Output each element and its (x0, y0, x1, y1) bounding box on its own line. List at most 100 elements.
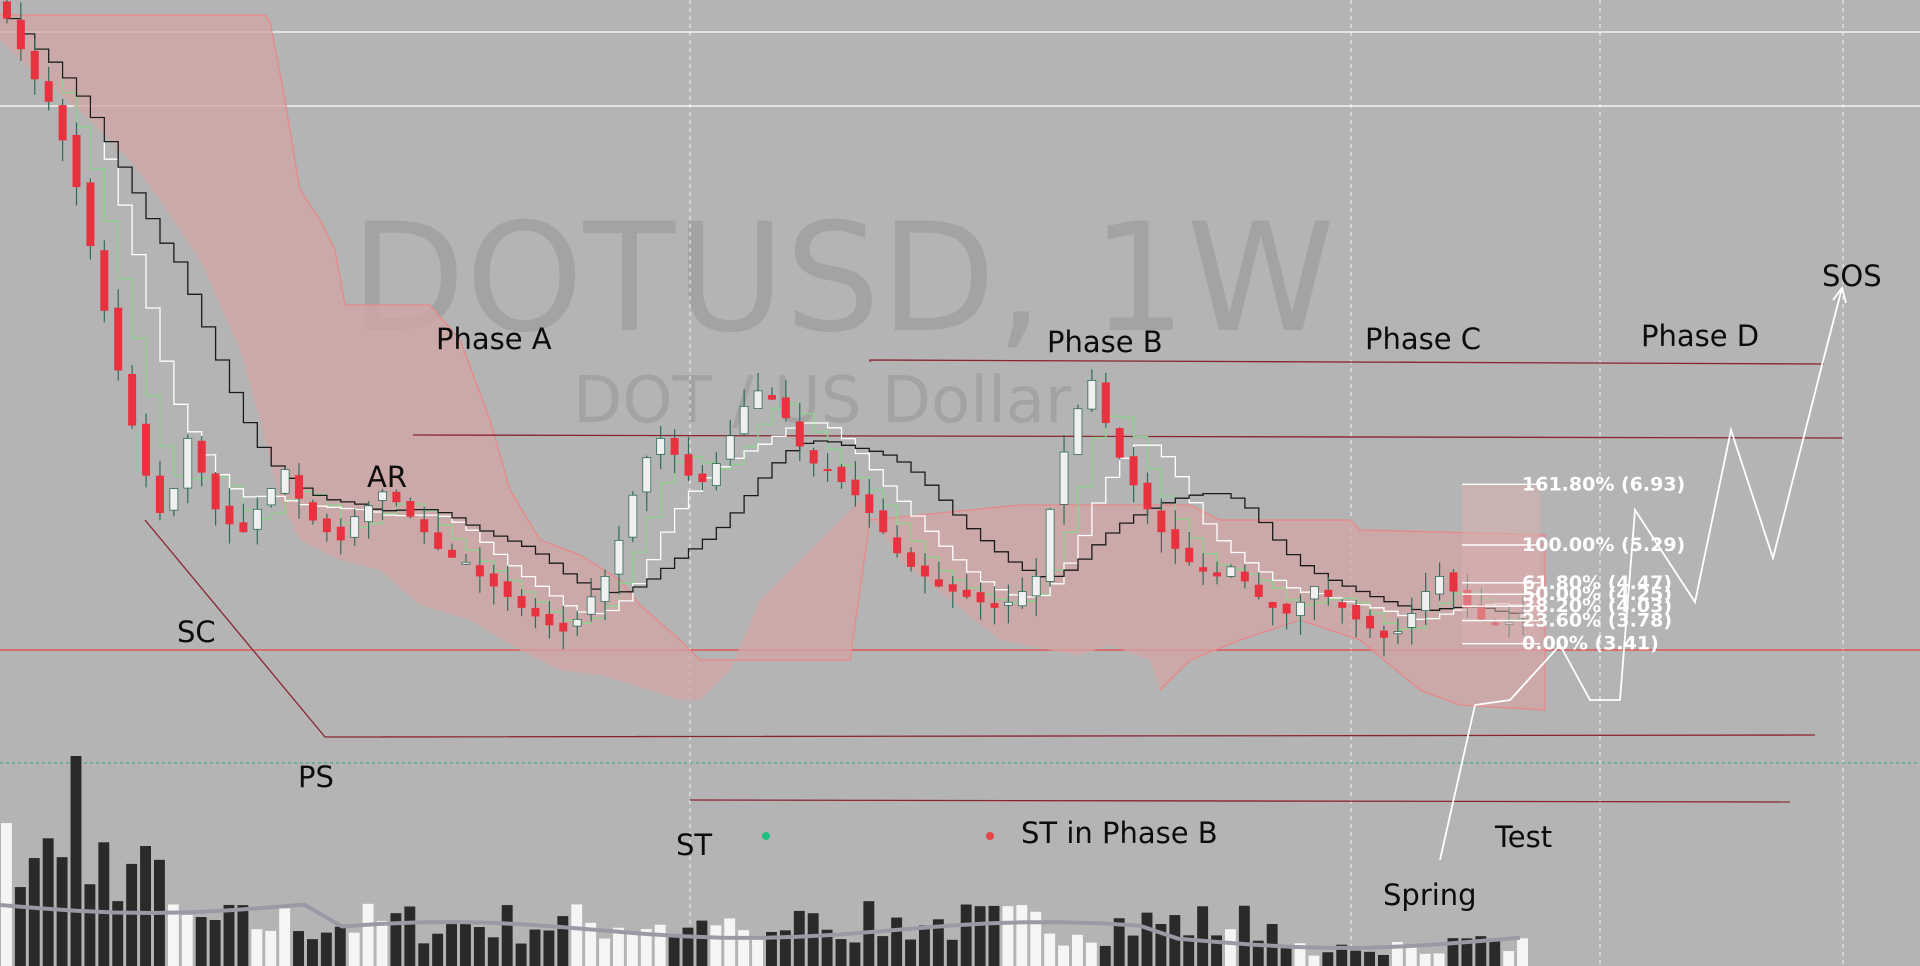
label-st: ST (676, 828, 712, 862)
candle-body (364, 505, 373, 523)
volume-bar (1308, 955, 1320, 966)
volume-bar (1280, 945, 1292, 966)
volume-bar (779, 930, 791, 966)
candle-body (1352, 604, 1361, 620)
volume-bar (1183, 935, 1195, 966)
volume-bar (974, 906, 986, 966)
volume-bar (557, 916, 569, 966)
candle-body (266, 488, 276, 506)
candle-body (1338, 602, 1347, 608)
fibonacci-retracement[interactable]: 161.80% (6.93) 100.00% (5.29) 61.80% (4.47… (1462, 473, 1685, 655)
volume-bar (126, 863, 138, 966)
volume-bar (752, 935, 763, 966)
candle-body (448, 549, 457, 558)
volume-bar (807, 913, 819, 966)
watermark-description: DOT / US Dollar (573, 364, 1072, 438)
candle-body (280, 469, 290, 494)
volume-bar (1211, 935, 1222, 966)
volume-bar (1002, 906, 1014, 966)
volume-bar (70, 756, 82, 966)
volume-bar (348, 932, 360, 966)
volume-bar (1489, 940, 1501, 966)
volume-bar (376, 920, 388, 966)
range-low-line (689, 799, 1791, 803)
candle-body (1393, 631, 1403, 635)
candle-body (1143, 482, 1152, 510)
candle-body (406, 501, 415, 517)
volume-bar (418, 943, 430, 966)
phase-b-high-line (869, 359, 1825, 365)
candle-body (1282, 603, 1291, 614)
projection-path[interactable] (1439, 285, 1847, 861)
volume-bar (1058, 945, 1069, 966)
label-ps: PS (298, 760, 334, 794)
candle-body (920, 565, 929, 577)
volume-bar (1517, 938, 1528, 966)
candle-body (1296, 601, 1305, 616)
volume-bar (543, 930, 555, 966)
legend-red-dot (986, 832, 994, 840)
volume-bar (1085, 942, 1097, 966)
candle-body (962, 589, 971, 597)
candle-body (907, 552, 916, 567)
volume-bar (1197, 906, 1209, 966)
volume-bar (1127, 935, 1139, 966)
candle-body (642, 457, 652, 493)
volume-bar (293, 931, 304, 966)
volume-bar (738, 930, 750, 966)
candle-body (517, 596, 526, 608)
candle-body (420, 519, 429, 533)
volume-bar (1072, 934, 1083, 966)
volume-bar (640, 929, 652, 966)
volume-bar (487, 937, 499, 966)
volume-bar (1155, 923, 1167, 966)
fib-level-label: 50.00% (4.25) (1522, 583, 1672, 605)
volume-bar (1391, 941, 1403, 966)
candle-body (295, 475, 304, 499)
fib-level-label: 100.00% (5.29) (1522, 534, 1685, 556)
volume-bar (1225, 929, 1236, 966)
volume-bar (307, 939, 318, 966)
candle-body (225, 505, 234, 525)
candle-body (1449, 572, 1458, 592)
candle-body (461, 561, 471, 565)
candle-body (1157, 510, 1166, 533)
candle-body (600, 576, 610, 603)
projection-path-line (1439, 287, 1843, 861)
cloud-upper-edge (0, 14, 1546, 711)
candle-body (239, 522, 248, 533)
volume-bar (835, 939, 847, 966)
candle-body (1324, 589, 1333, 597)
fib-level-label: 23.60% (3.78) (1522, 610, 1672, 632)
candle-body (1045, 508, 1055, 582)
candle-body (155, 475, 164, 513)
volume-bar (320, 932, 332, 966)
candle-body (197, 440, 206, 473)
volume-bar (362, 903, 374, 966)
volume-bar (432, 933, 444, 966)
candle-body (865, 494, 874, 513)
candle-body (1310, 586, 1319, 600)
volume-bar (195, 917, 207, 966)
candle-body (670, 437, 679, 455)
candle-body (16, 19, 25, 50)
volume-bar (682, 927, 694, 966)
candle-body (252, 508, 262, 530)
candle-body (350, 516, 360, 538)
candle-body (948, 584, 957, 592)
fib-level-label: 61.80% (4.47) (1522, 572, 1672, 594)
candle-body (767, 395, 776, 400)
candle-body (684, 454, 693, 476)
volume-bar (571, 904, 583, 966)
candle-body (837, 466, 846, 483)
volume-bar (237, 905, 249, 966)
fib-level-label: 161.80% (6.93) (1522, 473, 1685, 495)
candle-body (934, 579, 943, 587)
label-test: Test (1494, 820, 1552, 854)
volume-bar (1433, 953, 1445, 966)
candle-body (336, 526, 345, 541)
candle-body (489, 573, 498, 587)
